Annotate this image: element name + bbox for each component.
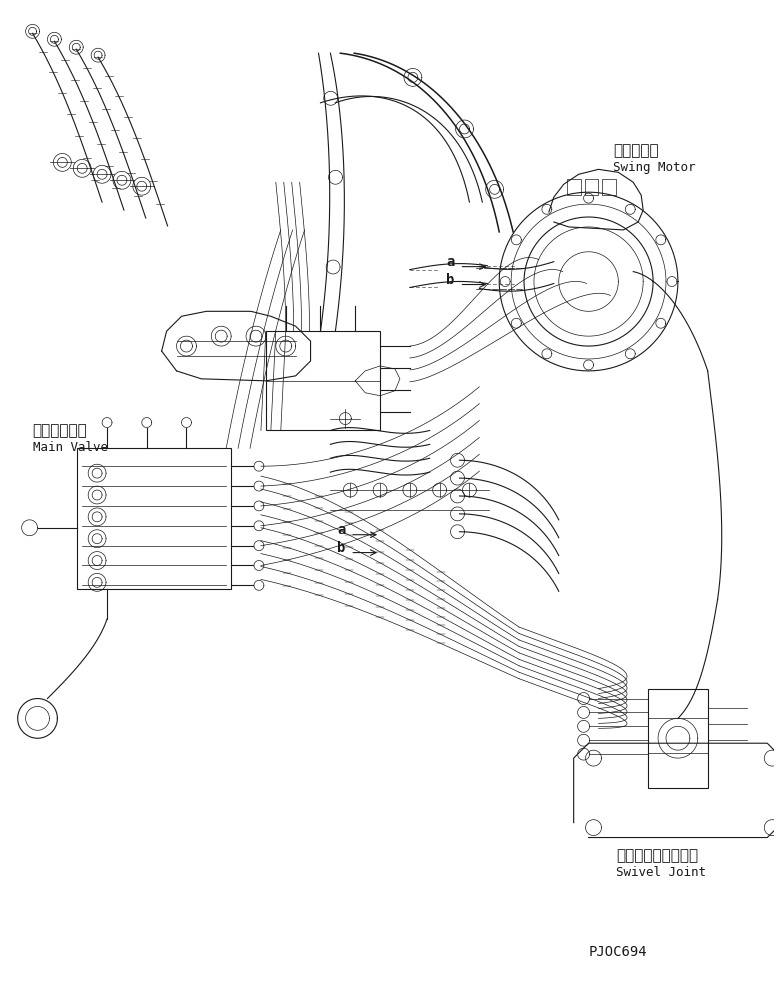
Text: a: a xyxy=(337,523,345,537)
Text: b: b xyxy=(337,541,345,554)
Bar xyxy=(566,179,580,195)
Text: Swing Motor: Swing Motor xyxy=(613,160,696,174)
Bar xyxy=(266,332,380,431)
Text: Swivel Joint: Swivel Joint xyxy=(616,866,706,879)
Bar xyxy=(77,448,231,589)
Bar xyxy=(602,179,616,195)
Text: スイベルジョイント: スイベルジョイント xyxy=(616,847,699,863)
Text: Main Valve: Main Valve xyxy=(33,441,107,453)
Bar xyxy=(584,179,598,195)
Text: 旋回モータ: 旋回モータ xyxy=(613,143,659,158)
Text: メインバルブ: メインバルブ xyxy=(33,423,87,438)
Text: b: b xyxy=(446,272,455,286)
Bar xyxy=(648,689,708,788)
Text: a: a xyxy=(446,254,455,268)
Text: PJOC694: PJOC694 xyxy=(588,944,647,958)
